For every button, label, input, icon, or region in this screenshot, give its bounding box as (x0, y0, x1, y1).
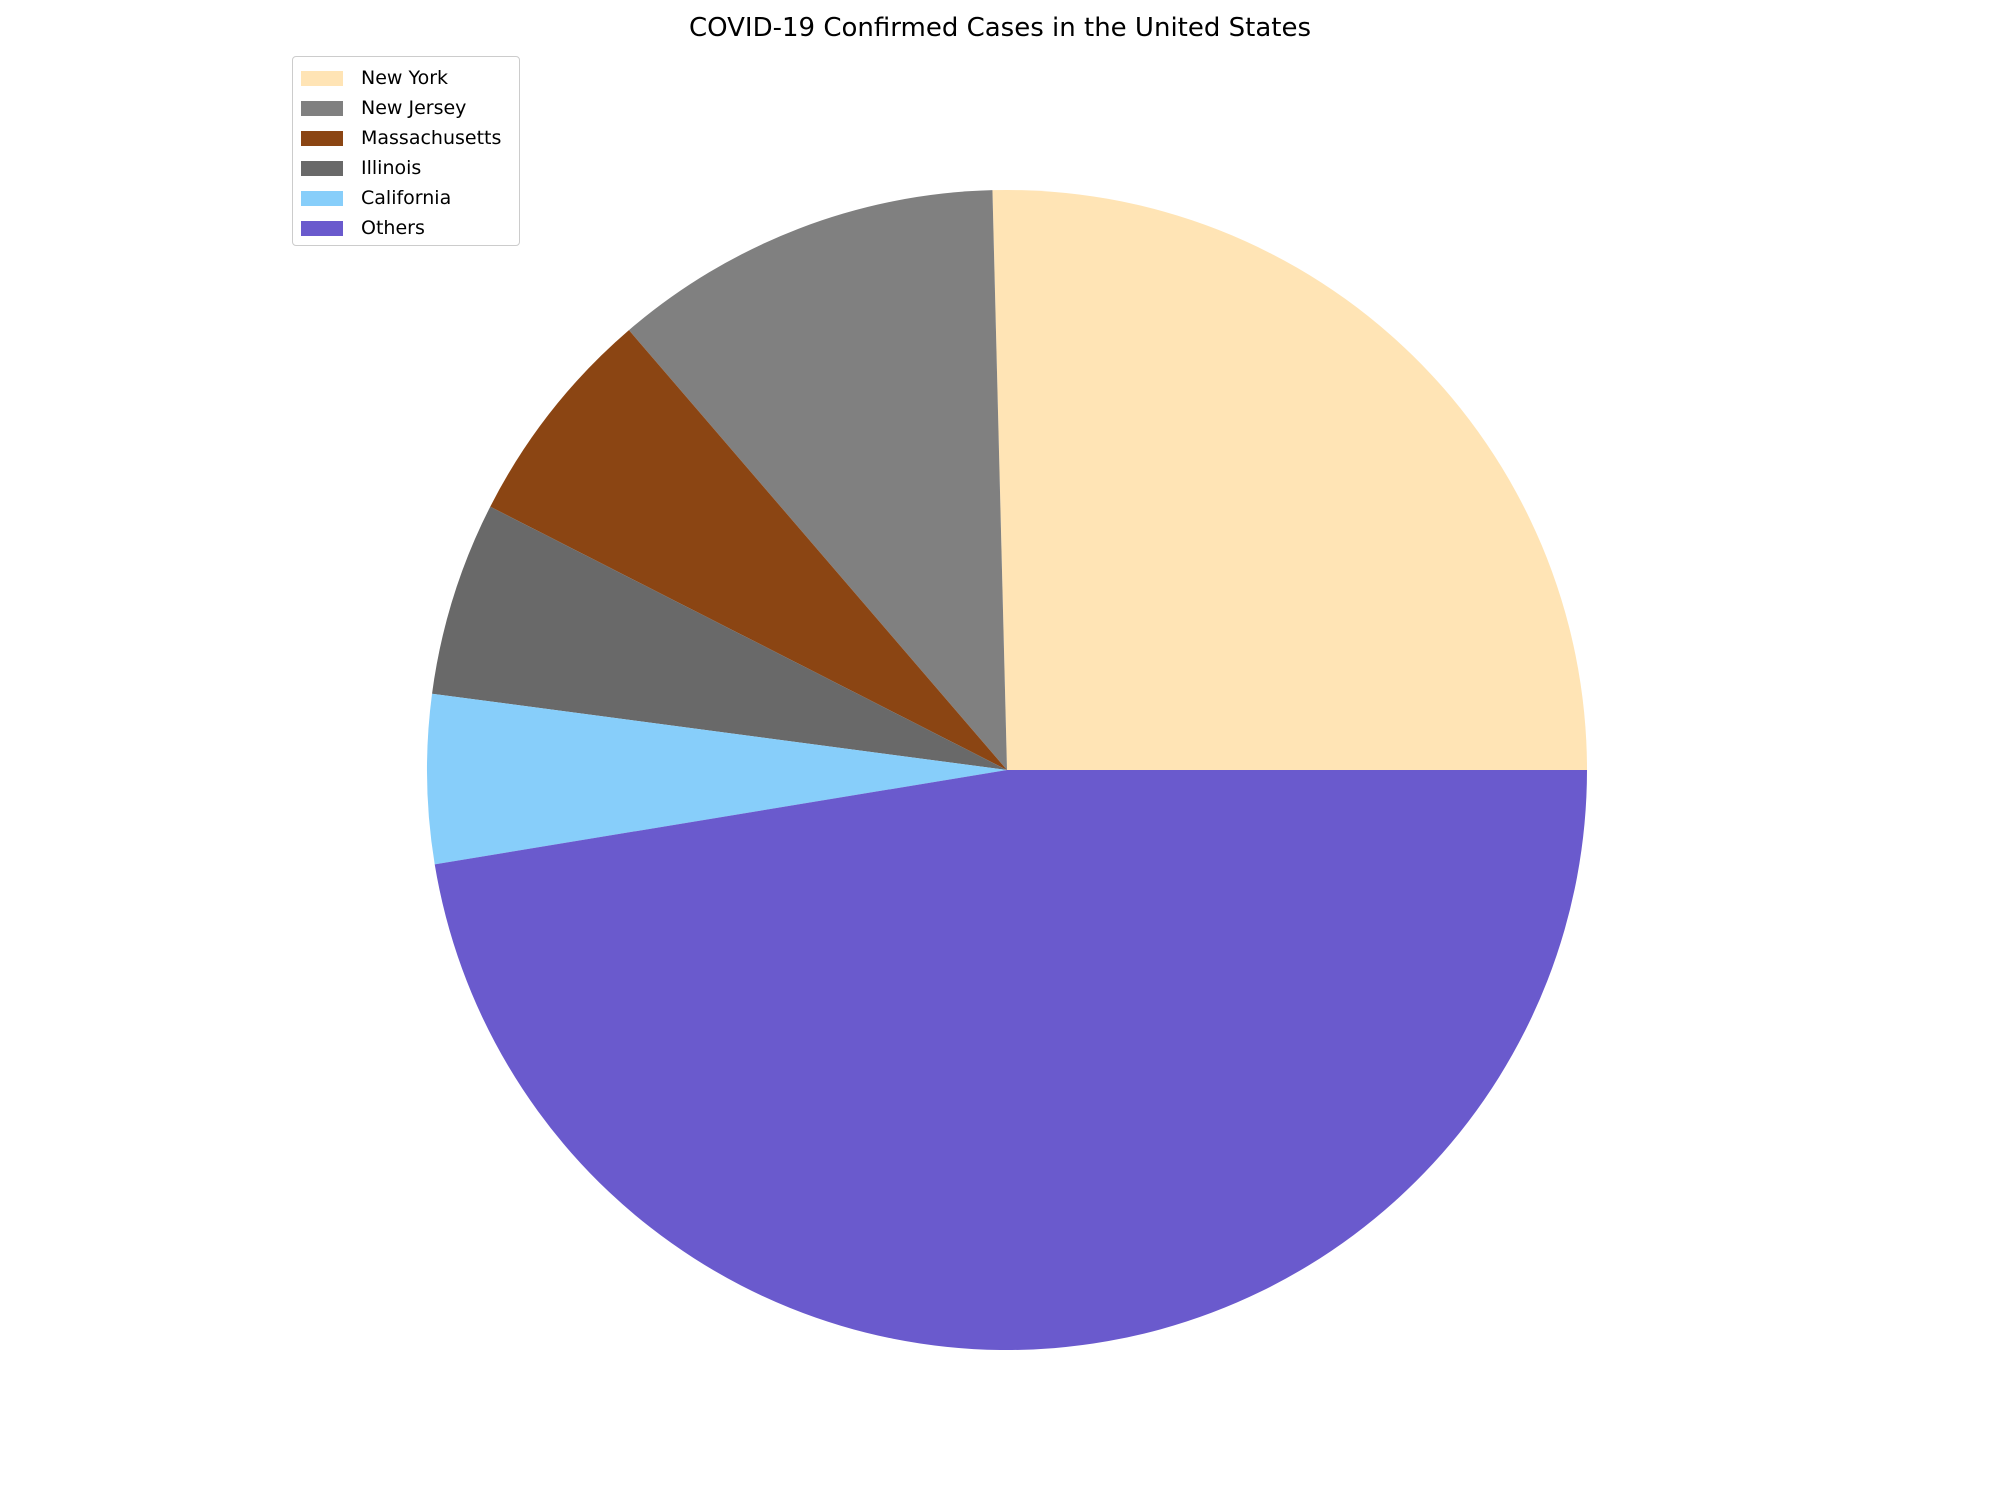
legend-label: Illinois (361, 157, 422, 179)
legend-item-others: Others (293, 213, 519, 243)
legend-swatch (301, 160, 343, 176)
pie-slice-illinois (432, 506, 1007, 770)
legend-swatch (301, 190, 343, 206)
pie-slice-new-york (992, 189, 1587, 770)
legend-label: Others (361, 217, 425, 239)
legend-item-massachusetts: Massachusetts (293, 123, 519, 153)
legend-item-new-jersey: New Jersey (293, 93, 519, 123)
legend-label: New Jersey (361, 97, 467, 119)
legend-item-illinois: Illinois (293, 153, 519, 183)
legend-swatch (301, 220, 343, 236)
legend-item-california: California (293, 183, 519, 213)
legend-swatch (301, 70, 343, 86)
pie-slice-massachusetts (490, 330, 1008, 770)
chart-title: COVID-19 Confirmed Cases in the United S… (688, 13, 1311, 43)
pie-slice-others (434, 770, 1588, 1351)
legend-label: California (361, 187, 452, 209)
pie-slice-new-jersey (628, 190, 1007, 770)
legend-swatch (301, 130, 343, 146)
legend-label: Massachusetts (361, 127, 502, 149)
pie-slice-california (426, 693, 1008, 865)
pie-slices (426, 189, 1588, 1351)
legend: New York New Jersey Massachusetts Illinois C… (292, 56, 520, 246)
legend-swatch (301, 100, 343, 116)
legend-item-new-york: New York (293, 63, 519, 93)
legend-label: New York (361, 67, 449, 89)
